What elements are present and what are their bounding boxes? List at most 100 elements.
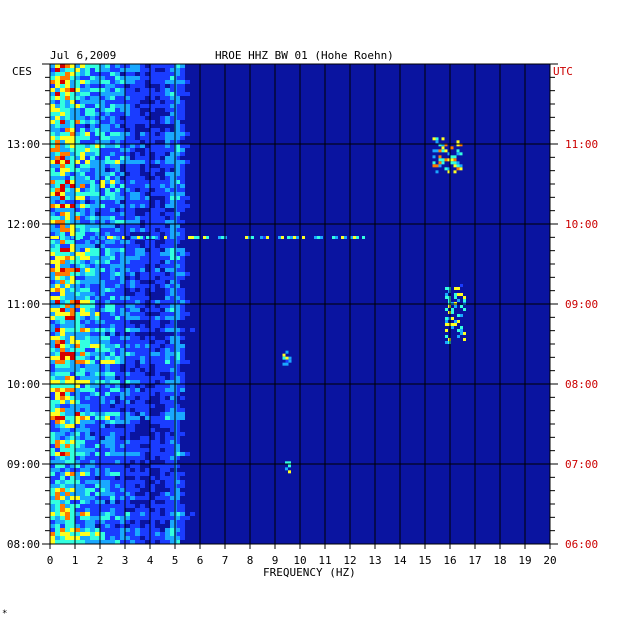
spectrogram-cell bbox=[80, 280, 85, 284]
spectrogram-cell bbox=[165, 212, 170, 216]
spectrogram-cell bbox=[75, 540, 80, 544]
spectrogram-cell bbox=[175, 276, 180, 280]
spectrogram-cell bbox=[165, 264, 170, 268]
spectrogram-cell bbox=[80, 516, 85, 520]
spectrogram-cell bbox=[75, 112, 80, 116]
spectrogram-cell bbox=[185, 204, 190, 208]
spectrogram-cell bbox=[110, 160, 115, 164]
spectrogram-cell bbox=[145, 308, 150, 312]
spectrogram-cell bbox=[105, 380, 110, 384]
spectrogram-cell bbox=[105, 368, 110, 372]
spectrogram-cell bbox=[160, 148, 165, 152]
spectrogram-cell bbox=[50, 148, 55, 152]
spectrogram-cell bbox=[100, 332, 105, 336]
spectrogram-cell bbox=[50, 204, 55, 208]
spectrogram-cell bbox=[85, 88, 90, 92]
spectrogram-cell bbox=[85, 516, 90, 520]
spectrogram-cell bbox=[115, 472, 120, 476]
spectrogram-cell bbox=[90, 140, 95, 144]
spectrogram-cell bbox=[110, 276, 115, 280]
spectrogram-cell bbox=[50, 136, 55, 140]
spectrogram-cell bbox=[165, 436, 170, 440]
x-axis-title: FREQUENCY (HZ) bbox=[263, 566, 356, 579]
spectrogram-cell bbox=[125, 304, 130, 308]
spectrogram-cell bbox=[160, 376, 165, 380]
spectrogram-cell bbox=[105, 68, 110, 72]
spectrogram-cell bbox=[175, 100, 180, 104]
spectrogram-cell bbox=[65, 304, 70, 308]
spectrogram-cell bbox=[60, 128, 65, 132]
feature-cell bbox=[287, 236, 290, 239]
spectrogram-cell bbox=[105, 116, 110, 120]
spectrogram-cell bbox=[80, 180, 85, 184]
spectrogram-cell bbox=[120, 400, 125, 404]
spectrogram-cell bbox=[85, 368, 90, 372]
spectrogram-cell bbox=[50, 312, 55, 316]
spectrogram-cell bbox=[100, 288, 105, 292]
spectrogram-cell bbox=[175, 196, 180, 200]
spectrogram-cell bbox=[180, 84, 185, 88]
spectrogram-cell bbox=[85, 316, 90, 320]
spectrogram-cell bbox=[160, 144, 165, 148]
spectrogram-cell bbox=[170, 536, 175, 540]
spectrogram-cell bbox=[155, 452, 160, 456]
spectrogram-cell bbox=[170, 428, 175, 432]
spectrogram-cell bbox=[135, 184, 140, 188]
feature-cell bbox=[285, 350, 289, 354]
spectrogram-cell bbox=[120, 420, 125, 424]
spectrogram-cell bbox=[55, 504, 60, 508]
left-time-label: 13:00 bbox=[7, 138, 40, 151]
spectrogram-cell bbox=[175, 96, 180, 100]
spectrogram-cell bbox=[50, 408, 55, 412]
spectrogram-cell bbox=[160, 208, 165, 212]
spectrogram-cell bbox=[95, 372, 100, 376]
spectrogram-cell bbox=[80, 500, 85, 504]
spectrogram-cell bbox=[110, 248, 115, 252]
spectrogram-cell bbox=[125, 500, 130, 504]
spectrogram-cell bbox=[100, 256, 105, 260]
spectrogram-cell bbox=[55, 100, 60, 104]
feature-cell bbox=[460, 329, 463, 332]
spectrogram-cell bbox=[75, 392, 80, 396]
spectrogram-cell bbox=[75, 324, 80, 328]
spectrogram-cell bbox=[180, 192, 185, 196]
spectrogram-cell bbox=[95, 428, 100, 432]
spectrogram-cell bbox=[85, 244, 90, 248]
spectrogram-cell bbox=[75, 252, 80, 256]
spectrogram-cell bbox=[95, 260, 100, 264]
spectrogram-cell bbox=[65, 524, 70, 528]
spectrogram-cell bbox=[75, 384, 80, 388]
spectrogram-cell bbox=[55, 132, 60, 136]
spectrogram-cell bbox=[75, 456, 80, 460]
spectrogram-cell bbox=[115, 108, 120, 112]
spectrogram-cell bbox=[125, 188, 130, 192]
spectrogram-cell bbox=[90, 352, 95, 356]
spectrogram-cell bbox=[95, 240, 100, 244]
spectrogram-cell bbox=[115, 348, 120, 352]
spectrogram-cell bbox=[55, 352, 60, 356]
spectrogram-cell bbox=[170, 136, 175, 140]
spectrogram-cell bbox=[120, 288, 125, 292]
spectrogram-cell bbox=[105, 260, 110, 264]
feature-cell bbox=[245, 236, 248, 239]
spectrogram-cell bbox=[155, 252, 160, 256]
spectrogram-cell bbox=[145, 328, 150, 332]
spectrogram-cell bbox=[150, 452, 155, 456]
spectrogram-cell bbox=[70, 132, 75, 136]
spectrogram-cell bbox=[145, 212, 150, 216]
spectrogram-cell bbox=[120, 428, 125, 432]
spectrogram-cell bbox=[175, 184, 180, 188]
spectrogram-cell bbox=[140, 76, 145, 80]
spectrogram-cell bbox=[65, 288, 70, 292]
spectrogram-cell bbox=[120, 504, 125, 508]
spectrogram-cell bbox=[130, 280, 135, 284]
spectrogram-cell bbox=[175, 272, 180, 276]
spectrogram-cell bbox=[115, 180, 120, 184]
spectrogram-cell bbox=[55, 312, 60, 316]
spectrogram-cell bbox=[120, 320, 125, 324]
spectrogram-cell bbox=[75, 300, 80, 304]
spectrogram-cell bbox=[75, 328, 80, 332]
feature-cell bbox=[302, 236, 305, 239]
spectrogram-cell bbox=[125, 452, 130, 456]
spectrogram-cell bbox=[130, 356, 135, 360]
